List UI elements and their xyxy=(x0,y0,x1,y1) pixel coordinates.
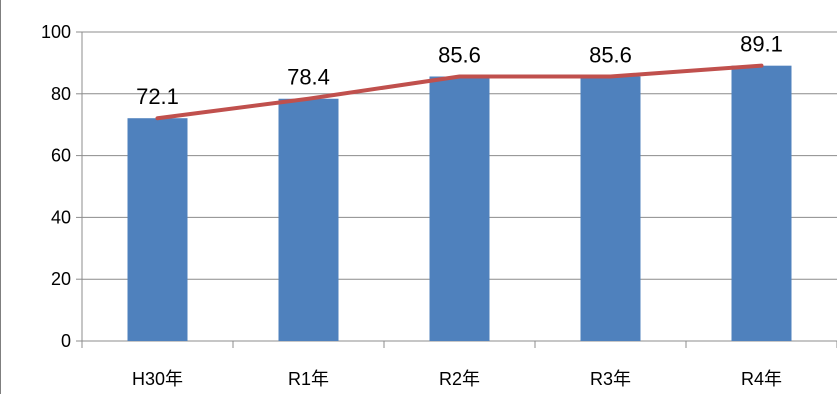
y-tick-label: 20 xyxy=(51,269,71,289)
bar-1 xyxy=(127,118,188,341)
bar-2 xyxy=(278,98,339,341)
bar-4 xyxy=(580,76,641,341)
y-tick-label: 60 xyxy=(51,146,71,166)
y-tick-label: 80 xyxy=(51,84,71,104)
data-label: 78.4 xyxy=(287,65,330,90)
y-tick-label: 40 xyxy=(51,207,71,227)
x-tick-label: R1年 xyxy=(288,369,329,389)
bar-5 xyxy=(731,65,792,341)
data-label: 89.1 xyxy=(740,32,783,57)
y-tick-label: 0 xyxy=(61,331,71,351)
x-tick-label: R2年 xyxy=(439,369,480,389)
trend-line xyxy=(155,63,764,121)
y-tick-label: 100 xyxy=(41,22,71,42)
x-tick-label: R4年 xyxy=(741,369,782,389)
x-tick-label: H30年 xyxy=(132,369,183,389)
data-label: 85.6 xyxy=(438,42,481,67)
data-label: 72.1 xyxy=(136,84,179,109)
bar-3 xyxy=(429,76,490,341)
data-label: 85.6 xyxy=(589,42,632,67)
x-tick-label: R3年 xyxy=(590,369,631,389)
